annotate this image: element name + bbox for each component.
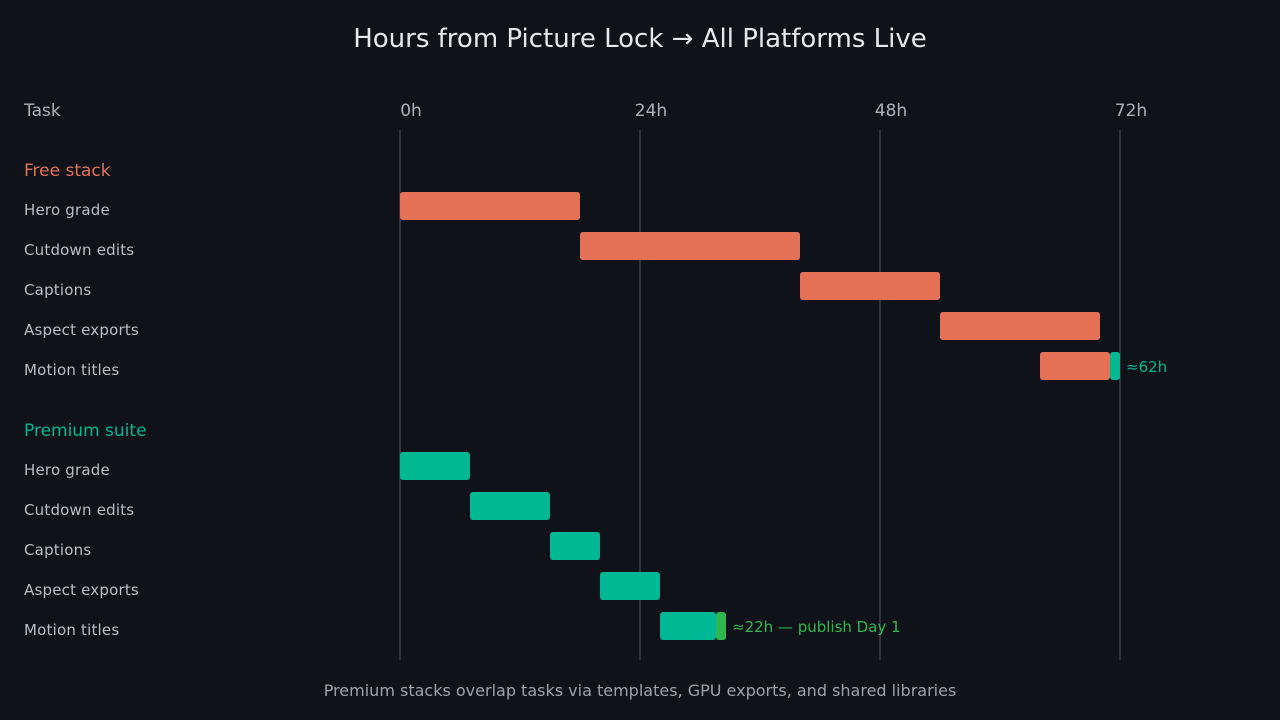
group-free-stack: Free stack Hero grade Cutdown edits Caption…	[24, 161, 1167, 380]
task-label: Hero grade	[24, 201, 110, 219]
task-label: Aspect exports	[24, 581, 139, 599]
task-label: Captions	[24, 281, 91, 299]
task-groups: Free stack Hero grade Cutdown edits Caption…	[24, 161, 1167, 640]
group-premium-suite: Premium suite Hero grade Cutdown edits Capt…	[24, 421, 901, 640]
task-bar-premium-suite-hero-grade	[400, 452, 470, 480]
task-bar-premium-suite-motion-titles	[660, 612, 716, 640]
task-bar-free-stack-motion-titles	[1040, 352, 1110, 380]
task-label: Motion titles	[24, 361, 119, 379]
x-tick-label: 24h	[635, 101, 667, 121]
task-bar-premium-suite-cutdown-edits	[470, 492, 550, 520]
gridlines	[399, 130, 1121, 660]
task-label: Cutdown edits	[24, 501, 134, 519]
task-bar-free-stack-aspect-exports	[940, 312, 1100, 340]
x-tick-label: 0h	[400, 101, 422, 121]
group-label: Premium suite	[24, 421, 147, 441]
task-label: Aspect exports	[24, 321, 139, 339]
chart-footnote: Premium stacks overlap tasks via templat…	[324, 681, 957, 700]
task-bar-premium-suite-captions	[550, 532, 600, 560]
task-bar-free-stack-cutdown-edits	[580, 232, 800, 260]
task-bar-free-stack-captions	[800, 272, 940, 300]
task-bar-premium-suite-aspect-exports	[600, 572, 660, 600]
x-tick-label: 48h	[875, 101, 907, 121]
x-tick-label: 72h	[1115, 101, 1147, 121]
milestone-annotation: ≈22h — publish Day 1	[732, 618, 901, 636]
task-label: Cutdown edits	[24, 241, 134, 259]
milestone-marker	[716, 612, 726, 640]
task-label: Motion titles	[24, 621, 119, 639]
task-label: Captions	[24, 541, 91, 559]
group-label: Free stack	[24, 161, 111, 181]
x-axis-ticks: 0h 24h 48h 72h	[400, 101, 1147, 121]
milestone-annotation: ≈62h	[1126, 358, 1167, 376]
task-bar-free-stack-hero-grade	[400, 192, 580, 220]
task-label: Hero grade	[24, 461, 110, 479]
chart-title: Hours from Picture Lock → All Platforms …	[353, 24, 927, 54]
task-column-header: Task	[23, 101, 61, 121]
milestone-marker	[1110, 352, 1120, 380]
